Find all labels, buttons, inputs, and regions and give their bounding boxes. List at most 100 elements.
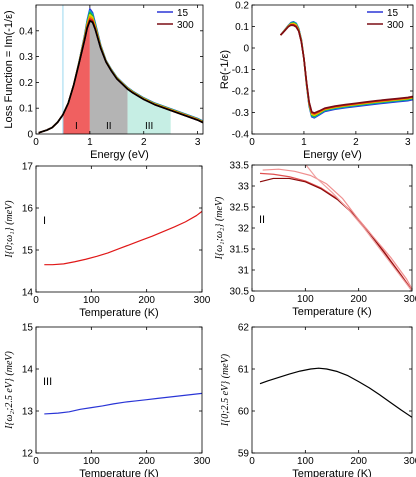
x-tick-label: 1 [301, 137, 307, 148]
x-tick-label: 300 [404, 294, 416, 305]
x-tick-label: 200 [350, 456, 367, 467]
x-tick-label: 200 [138, 456, 155, 467]
y-tick-label: -0.2 [232, 87, 250, 98]
y-tick-label: 31 [238, 266, 250, 277]
y-tick-label: 0 [243, 44, 249, 55]
region-3 [127, 89, 171, 134]
axes-frame [35, 4, 204, 135]
panel-annotation: III [43, 376, 52, 388]
series-line-1 [44, 210, 202, 266]
series-line-7 [279, 24, 413, 114]
axes-frame [35, 326, 203, 454]
y-axis-label: Loss Function = Im(-1/ε) [3, 10, 15, 128]
x-tick-label: 300 [194, 456, 211, 467]
plot-area [44, 392, 202, 415]
y-tick-label: 0.2 [19, 78, 33, 89]
y-tick-label: 33.5 [230, 161, 250, 172]
x-tick-label: 3 [195, 137, 201, 148]
x-tick-label: 0 [249, 137, 255, 148]
x-tick-label: 100 [297, 456, 314, 467]
x-axis-label: Temperature (K) [79, 307, 158, 319]
series-line-4 [305, 165, 412, 291]
y-tick-label: 0.2 [235, 1, 249, 12]
plot-area [279, 20, 413, 119]
legend-label: 15 [177, 8, 189, 19]
x-tick-label: 3 [405, 137, 411, 148]
y-axis-label: I{0;2.5 eV} (meV) [220, 353, 231, 427]
x-axis-label: Temperature (K) [79, 468, 158, 477]
x-tick-label: 300 [404, 456, 416, 467]
x-tick-label: 200 [350, 294, 367, 305]
y-tick-label: 33 [238, 182, 250, 193]
x-tick-label: 1 [87, 137, 93, 148]
x-tick-label: 100 [297, 294, 314, 305]
y-tick-label: 30.5 [230, 287, 250, 298]
region-label-1: I [75, 121, 78, 132]
y-axis-label: I{ω₂;2.5 eV} (meV) [4, 350, 15, 429]
y-axis-label: I{ω₁;ω₂} (meV) [214, 196, 225, 260]
y-axis-label: Re(-1/ε) [219, 50, 231, 89]
x-tick-label: 100 [83, 295, 100, 306]
x-tick-label: 300 [194, 295, 211, 306]
y-tick-label: -0.3 [232, 108, 250, 119]
chart-I1: 0 100 200 300 14 15 16 17 Temperature (K) I{0;ω₁}… [4, 162, 211, 320]
plot-area: I II III [38, 5, 203, 134]
chart-I3: 0 100 200 300 59 60 61 62 Temperature (K) I{0;2.5… [220, 323, 416, 477]
x-tick-label: 0 [33, 137, 39, 148]
y-tick-label: 16 [22, 204, 34, 215]
y-tick-label: 32.5 [230, 203, 250, 214]
legend-label: 300 [177, 20, 194, 31]
region-label-3: III [145, 121, 153, 132]
y-tick-label: 60 [238, 407, 250, 418]
y-tick-label: 62 [238, 323, 250, 334]
chart-I12: 0 100 200 300 30.5 31 31.5 32 32.5 33 33.5 Temperat… [214, 161, 416, 319]
series-line-1 [259, 367, 412, 418]
y-tick-label: 13 [22, 407, 34, 418]
y-tick-label: 0 [27, 130, 33, 141]
panel-annotation: II [259, 214, 265, 226]
y-tick-label: 15 [22, 246, 34, 257]
panel-annotation: I [43, 215, 46, 227]
series-line-2 [259, 177, 412, 291]
y-axis-label: I{0;ω₁} (meV) [4, 200, 15, 259]
legend-label: 15 [387, 8, 399, 19]
series-line-1 [44, 392, 202, 415]
x-axis-label: Temperature (K) [292, 468, 371, 477]
y-tick-label: 0.1 [235, 22, 249, 33]
region-label-2: II [106, 121, 112, 132]
series-line-8 [38, 20, 203, 134]
x-tick-label: 0 [249, 294, 255, 305]
y-tick-label: 12 [22, 449, 34, 460]
x-axis-label: Energy (eV) [90, 149, 149, 161]
axes-frame [35, 165, 203, 293]
y-tick-label: 31.5 [230, 245, 250, 256]
x-axis-label: Temperature (K) [292, 306, 371, 318]
y-tick-label: -0.1 [232, 65, 250, 76]
y-tick-label: 14 [22, 365, 34, 376]
y-tick-label: 17 [22, 162, 34, 173]
y-tick-label: 15 [22, 323, 34, 334]
y-tick-label: 0.1 [19, 104, 33, 115]
x-tick-label: 0 [249, 456, 255, 467]
x-tick-label: 0 [33, 456, 39, 467]
y-tick-label: 0.4 [19, 26, 33, 37]
plot-area [259, 367, 412, 418]
plot-area [259, 165, 412, 291]
x-tick-label: 0 [33, 295, 39, 306]
legend-label: 300 [387, 20, 404, 31]
y-tick-label: 0.3 [19, 52, 33, 63]
region-2 [89, 20, 128, 134]
y-tick-label: -0.4 [232, 130, 250, 141]
y-tick-label: 61 [238, 365, 250, 376]
chart-I2: 0 100 200 300 12 13 14 15 Temperature (K) I{ω₂;2.… [4, 323, 211, 477]
axes-frame [251, 326, 413, 454]
x-tick-label: 200 [138, 295, 155, 306]
y-tick-label: 59 [238, 449, 250, 460]
y-tick-label: 32 [238, 224, 250, 235]
y-tick-label: 14 [22, 288, 34, 299]
